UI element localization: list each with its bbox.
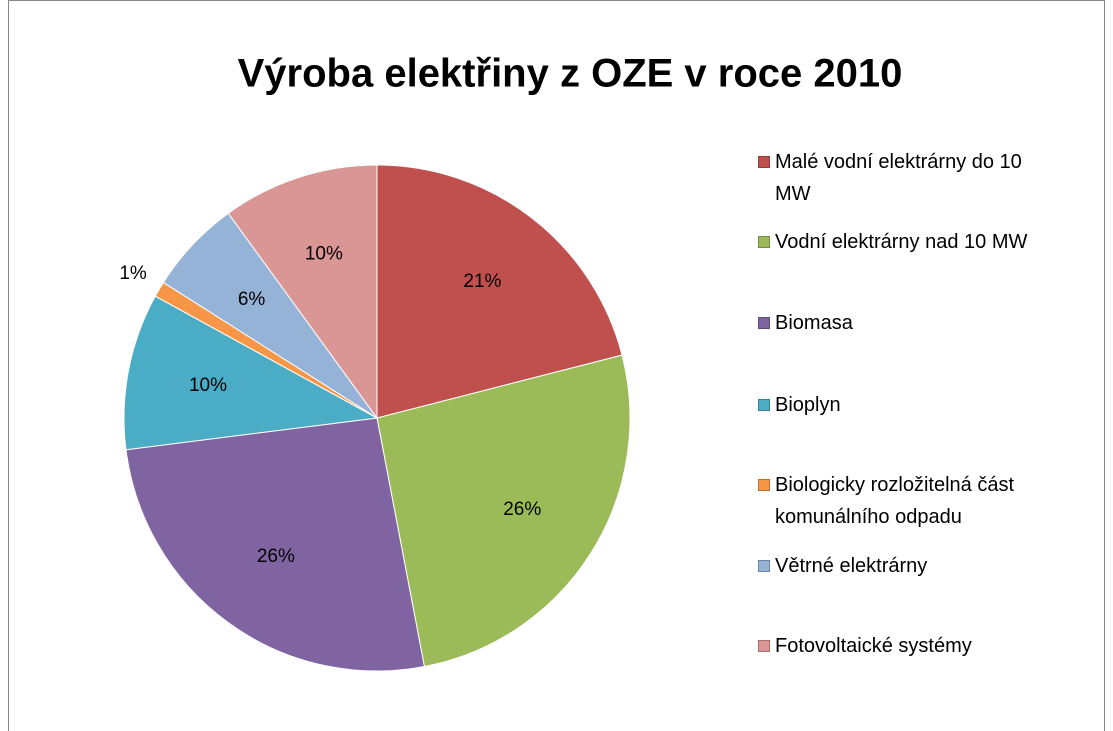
- legend-item: Fotovoltaické systémy: [758, 630, 1098, 662]
- slice-label: 6%: [238, 289, 266, 310]
- legend-swatch: [758, 479, 770, 491]
- pie-slice: [376, 164, 623, 419]
- legend-label: Biologicky rozložitelná část komunálního…: [775, 474, 1014, 528]
- slice-label: 10%: [305, 243, 343, 264]
- legend-label: Větrné elektrárny: [775, 555, 928, 577]
- pie-slice: [227, 164, 378, 420]
- slice-label: 21%: [463, 271, 501, 292]
- legend-item: Biologicky rozložitelná část komunálního…: [758, 469, 1098, 533]
- slice-label: 26%: [503, 499, 541, 520]
- slice-label: 26%: [257, 546, 295, 567]
- legend-label: Biomasa: [775, 312, 853, 334]
- legend-label: Fotovoltaické systémy: [775, 635, 972, 657]
- slice-label: 10%: [189, 375, 227, 396]
- legend-item: Malé vodní elektrárny do 10 MW: [758, 146, 1098, 210]
- legend-item: Biomasa: [758, 307, 1098, 339]
- chart-title: Výroba elektřiny z OZE v roce 2010: [238, 52, 903, 96]
- legend-swatch: [758, 560, 770, 572]
- pie-slice: [125, 417, 425, 672]
- slice-label: 1%: [119, 263, 147, 284]
- legend-swatch: [758, 236, 770, 248]
- legend-swatch: [758, 399, 770, 411]
- legend-item: Větrné elektrárny: [758, 550, 1098, 582]
- legend-label: Bioplyn: [775, 394, 841, 416]
- pie-slice: [123, 295, 379, 451]
- legend-item: Bioplyn: [758, 389, 1098, 421]
- legend-swatch: [758, 317, 770, 329]
- legend-swatch: [758, 640, 770, 652]
- legend-label: Malé vodní elektrárny do 10 MW: [775, 151, 1022, 205]
- pie-slice: [376, 354, 631, 668]
- chart-border: [8, 0, 1105, 731]
- legend-label: Vodní elektrárny nad 10 MW: [775, 231, 1028, 253]
- legend-item: Vodní elektrárny nad 10 MW: [758, 226, 1098, 258]
- legend-swatch: [758, 156, 770, 168]
